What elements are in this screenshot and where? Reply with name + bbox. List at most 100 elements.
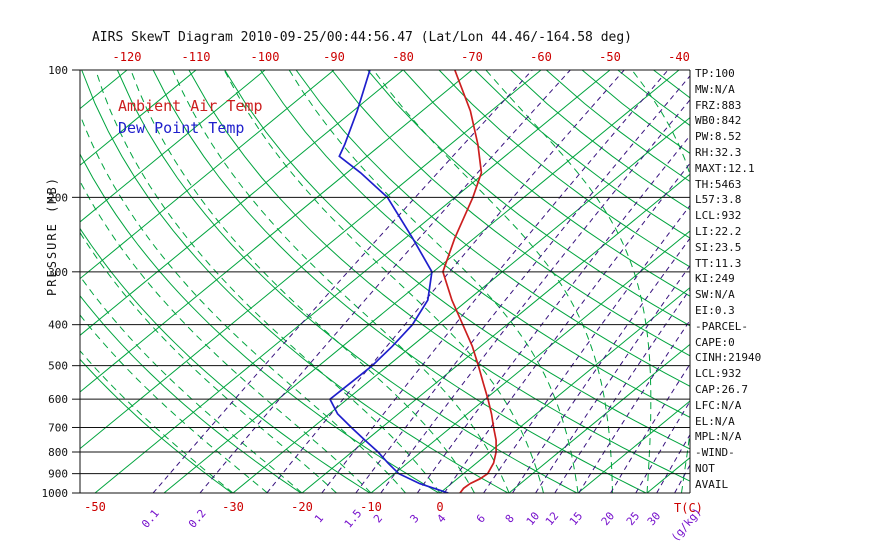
- bottom-temp-tick-label: -20: [291, 500, 313, 514]
- dry-adiabat-line: [403, 70, 690, 297]
- moist-adiabat-line: [80, 275, 303, 493]
- mixing-ratio-tick-label: 20: [599, 509, 617, 528]
- dry-adiabat-line: [367, 70, 690, 327]
- bottom-temp-tick-label: -30: [222, 500, 244, 514]
- dry-adiabat-line: [116, 70, 578, 493]
- top-temp-tick-label: -50: [599, 50, 621, 64]
- dry-adiabat-line: [80, 358, 233, 493]
- index-line: CAPE:0: [695, 335, 735, 349]
- mixing-ratio-tick-label: 25: [624, 509, 642, 528]
- index-line: FRZ:883: [695, 98, 742, 112]
- index-line: TT:11.3: [695, 256, 742, 270]
- mixing-ratio-line: [483, 204, 690, 493]
- ambient-temp-curve: [442, 70, 497, 493]
- isotherm-line: [80, 70, 404, 336]
- isotherm-line: [80, 70, 335, 280]
- pressure-axis-title: PRESSURE (MB): [45, 176, 59, 296]
- top-temp-tick-label: -80: [392, 50, 414, 64]
- mixing-ratio-tick-label: 8: [503, 512, 517, 525]
- mixing-ratio-line: [554, 288, 690, 493]
- top-temp-tick-label: -120: [113, 50, 142, 64]
- mixing-ratio-line: [535, 264, 690, 493]
- index-line: TH:5463: [695, 177, 742, 191]
- moist-adiabat-line: [172, 70, 510, 493]
- mixing-ratio-line: [578, 319, 690, 493]
- legend-ambient-air-temp: Ambient Air Temp: [118, 97, 263, 115]
- bottom-temp-tick-label: 0: [436, 500, 443, 514]
- moist-adiabat-line: [80, 231, 337, 493]
- isotherm-line: [94, 70, 611, 493]
- index-line: SW:N/A: [695, 288, 735, 302]
- isotherm-line: [80, 70, 266, 223]
- mixing-ratio-line: [416, 134, 690, 493]
- index-line: AVAIL: [695, 477, 729, 491]
- mixing-ratio-tick-label: 30: [645, 509, 663, 528]
- pressure-tick-label: 1000: [42, 487, 69, 500]
- bottom-temp-tick-label: -10: [360, 500, 382, 514]
- index-line: PW:8.52: [695, 130, 742, 144]
- moist-adiabat-line: [95, 70, 441, 493]
- index-line: L57:3.8: [695, 193, 742, 207]
- dry-adiabat-line: [295, 70, 690, 387]
- pressure-tick-label: 500: [48, 360, 68, 373]
- pressure-tick-label: 600: [48, 393, 68, 406]
- mixing-ratio-line: [266, 70, 625, 493]
- index-line: KI:249: [695, 272, 735, 286]
- pressure-tick-label: 300: [48, 266, 68, 279]
- pressure-tick-label: 200: [48, 191, 68, 204]
- isotherm-line: [80, 70, 473, 393]
- mixing-ratio-tick-label: 15: [567, 509, 585, 528]
- mixing-ratio-line: [199, 70, 571, 493]
- pressure-tick-label: 800: [48, 446, 68, 459]
- mixing-ratio-tick-label: 6: [474, 512, 488, 525]
- index-line: -PARCEL-: [695, 319, 748, 333]
- pressure-tick-label: 900: [48, 468, 68, 481]
- index-line: EL:N/A: [695, 414, 735, 428]
- mixing-ratio-tick-label: 1: [312, 512, 326, 525]
- isotherm-line: [439, 287, 690, 493]
- mixing-ratio-line: [610, 363, 690, 493]
- dry-adiabat-line: [224, 70, 690, 450]
- mixing-ratio-tick-label: 2: [371, 512, 385, 525]
- mixing-ratio-line: [443, 162, 690, 493]
- top-temp-tick-label: -90: [323, 50, 345, 64]
- top-temp-tick-label: -70: [461, 50, 483, 64]
- chart-title: AIRS SkewT Diagram 2010-09-25/00:44:56.4…: [91, 30, 633, 45]
- pressure-tick-label: 100: [48, 64, 68, 77]
- bottom-temp-tick-label: -50: [84, 500, 106, 514]
- isotherm-line: [508, 343, 690, 493]
- top-temp-tick-label: -110: [182, 50, 211, 64]
- index-line: MAXT:12.1: [695, 161, 755, 175]
- sounding-indices-panel: TP:100 MW:N/A FRZ:883 WB0:842 PW:8.52 RH:32.3…: [695, 66, 761, 493]
- index-line: SI:23.5: [695, 240, 742, 254]
- moist-adiabat-line: [631, 70, 690, 493]
- temp-unit-label: T(C): [674, 501, 703, 515]
- mixing-ratio-line: [355, 75, 690, 493]
- legend-dew-point-temp: Dew Point Temp: [118, 119, 245, 137]
- top-temp-tick-label: -100: [251, 50, 280, 64]
- mixing-ratio-tick-label: 0.2: [186, 507, 209, 531]
- index-line: MW:N/A: [695, 82, 735, 96]
- moist-adiabat-line: [80, 180, 372, 493]
- mixing-ratio-line: [152, 70, 533, 493]
- plot-area: [80, 70, 690, 493]
- mixing-ratio-tick-label: 0.1: [139, 507, 162, 531]
- index-line: RH:32.3: [695, 145, 742, 159]
- mixing-ratio-tick-label: 12: [543, 509, 561, 528]
- index-line: TP:100: [695, 67, 735, 80]
- dry-adiabat-line: [331, 70, 690, 357]
- dry-adiabat-line: [653, 70, 690, 99]
- pressure-tick-label: 400: [48, 319, 68, 332]
- index-line: MPL:N/A: [695, 430, 742, 444]
- isotherm-line: [163, 70, 680, 493]
- moist-adiabat-line: [288, 70, 579, 493]
- index-line: CAP:26.7: [695, 382, 748, 396]
- index-line: EI:0.3: [695, 303, 735, 317]
- isotherm-line: [577, 400, 690, 493]
- dry-adiabat-line: [81, 70, 509, 493]
- mixing-ratio-tick-label: 10: [524, 509, 542, 528]
- isotherm-line: [80, 70, 542, 450]
- mixing-ratio-line: [656, 433, 690, 493]
- isotherm-line: [80, 70, 197, 166]
